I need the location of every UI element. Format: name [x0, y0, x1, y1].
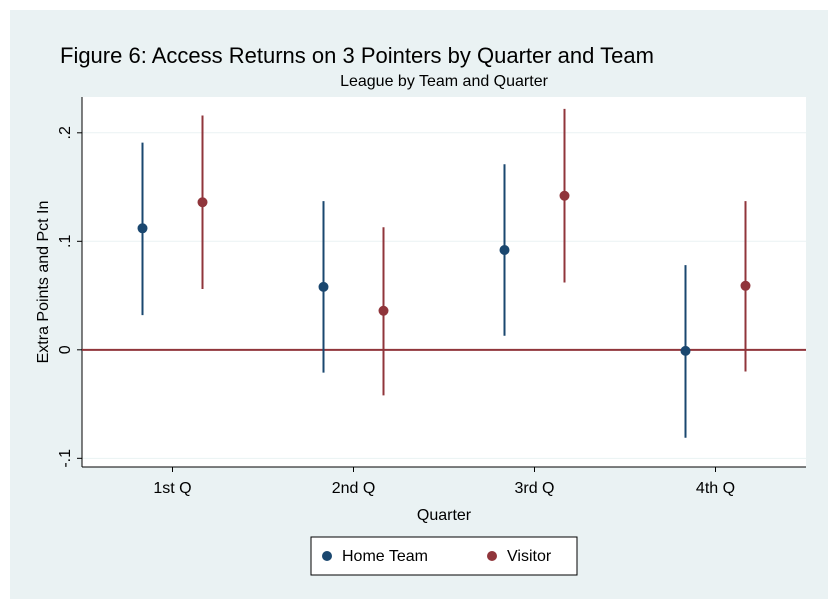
point — [740, 280, 751, 291]
chart-title: Figure 6: Access Returns on 3 Pointers b… — [60, 43, 654, 68]
x-tick-label: 3rd Q — [514, 480, 554, 497]
legend-marker — [487, 551, 497, 561]
point — [378, 305, 389, 316]
point — [559, 190, 570, 201]
y-tick-label: .2 — [57, 126, 74, 139]
point — [137, 223, 148, 234]
legend — [310, 536, 578, 576]
x-tick-label: 4th Q — [696, 480, 735, 497]
point — [499, 244, 510, 255]
y-axis-label: Extra Points and Pct In — [35, 201, 52, 364]
point — [197, 197, 208, 208]
point — [680, 345, 691, 356]
y-tick-label: 0 — [57, 345, 74, 354]
chart-subtitle: League by Team and Quarter — [340, 73, 549, 90]
legend-label: Home Team — [342, 548, 428, 565]
legend-label: Visitor — [507, 548, 552, 565]
x-tick-label: 1st Q — [153, 480, 191, 497]
plot-area — [82, 97, 806, 467]
x-tick-label: 2nd Q — [332, 480, 376, 497]
legend-marker — [322, 551, 332, 561]
point — [318, 281, 329, 292]
x-axis-label: Quarter — [417, 507, 472, 524]
y-tick-label: -.1 — [57, 449, 74, 468]
y-tick-label: .1 — [57, 235, 74, 248]
